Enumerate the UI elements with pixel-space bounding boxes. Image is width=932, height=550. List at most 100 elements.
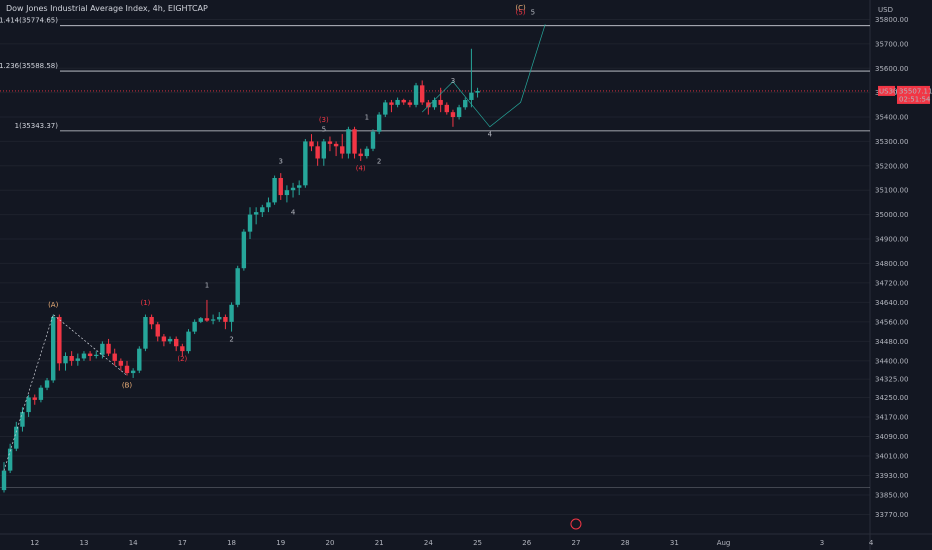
candle-body: [297, 185, 302, 188]
candle-body: [26, 397, 31, 413]
candle-body: [94, 354, 99, 356]
wave-label: (A): [48, 301, 59, 309]
candle-body: [364, 148, 370, 157]
y-tick-label: 34640.00: [875, 299, 908, 307]
candle-body: [383, 102, 388, 115]
y-tick-label: 34560.00: [875, 318, 908, 326]
y-tick-label: 35100.00: [875, 187, 908, 195]
candle-body: [469, 92, 474, 100]
candle-body: [321, 141, 326, 159]
x-tick-label: 31: [670, 539, 679, 547]
candle-body: [192, 321, 197, 332]
candle-body: [346, 129, 351, 154]
candle-body: [198, 318, 203, 322]
candle-body: [235, 268, 240, 305]
candle-body: [370, 131, 376, 149]
y-tick-label: 34900.00: [875, 235, 908, 243]
y-tick-label: 34400.00: [875, 357, 908, 365]
x-tick-label: 28: [621, 539, 630, 547]
candle-body: [87, 353, 93, 356]
wave-label: (4): [356, 165, 366, 173]
wave-label: 5: [531, 9, 535, 17]
wave-label: 1: [205, 282, 209, 290]
candle-body: [69, 356, 74, 361]
candle-body: [14, 426, 19, 449]
candle-body: [149, 316, 154, 325]
x-tick-label: 3: [820, 539, 824, 547]
candle-body: [51, 316, 56, 381]
candle-body: [106, 343, 111, 354]
x-tick-label: 17: [178, 539, 187, 547]
y-tick-label: 34250.00: [875, 394, 908, 402]
x-tick-label: 13: [79, 539, 88, 547]
candle-body: [167, 338, 173, 342]
candle-body: [444, 104, 449, 113]
candle-body: [1, 470, 7, 491]
last-price-text: 35507.11: [899, 87, 932, 95]
candle-body: [210, 319, 216, 321]
candle-body: [420, 85, 425, 103]
candle-body: [75, 358, 80, 361]
fib-level-label: 1.414(35774.65): [0, 17, 58, 25]
y-tick-label: 33770.00: [875, 511, 908, 519]
wave-label: 2: [229, 335, 233, 343]
candle-body: [315, 146, 320, 159]
symbol-badge: [878, 85, 895, 96]
candle-body: [57, 316, 62, 364]
candle-body: [174, 338, 179, 347]
y-tick-label: 34170.00: [875, 413, 908, 421]
wave-label: 4: [291, 209, 296, 217]
candle-body: [333, 143, 339, 147]
candle-body: [155, 324, 160, 337]
candle-body: [395, 99, 400, 105]
y-tick-label: 35400.00: [875, 114, 908, 122]
x-tick-label: 25: [473, 539, 482, 547]
x-tick-label: 18: [227, 539, 236, 547]
candle-body: [130, 370, 136, 374]
candle-body: [118, 360, 124, 366]
candle-body: [463, 99, 468, 108]
wave-label: 5: [322, 126, 326, 134]
candle-body: [358, 153, 363, 157]
candle-body: [401, 99, 406, 103]
candle-body: [44, 380, 50, 388]
y-tick-label: 35600.00: [875, 65, 908, 73]
candle-body: [7, 448, 13, 471]
candle-body: [241, 231, 247, 269]
candle-body: [456, 107, 462, 118]
candle-body: [229, 304, 234, 322]
countdown-text: 02:51:54: [899, 95, 931, 103]
y-tick-label: 33930.00: [875, 472, 908, 480]
x-tick-label: 24: [424, 539, 433, 547]
y-tick-label: 35700.00: [875, 40, 908, 48]
y-tick-label: 35300.00: [875, 138, 908, 146]
wave-label: 3: [451, 77, 455, 85]
wave-label: 3: [279, 157, 283, 165]
currency-label: USD: [878, 6, 893, 14]
candle-body: [284, 190, 290, 196]
candle-body: [217, 316, 222, 320]
x-tick-label: 27: [571, 539, 580, 547]
wave-ab-line: [3, 313, 128, 471]
y-tick-label: 34325.00: [875, 376, 908, 384]
candle-body: [413, 85, 419, 105]
wave-subline: [421, 24, 546, 128]
y-tick-label: 34720.00: [875, 279, 908, 287]
candle-body: [81, 353, 87, 359]
symbol-text: US30: [879, 87, 897, 95]
candle-body: [426, 102, 431, 108]
candle-body: [100, 343, 105, 355]
y-tick-label: 34800.00: [875, 260, 908, 268]
wave-label: (C): [515, 4, 526, 12]
candle-body: [204, 318, 210, 321]
candle-body: [161, 336, 167, 342]
y-tick-label: 34480.00: [875, 338, 908, 346]
x-tick-label: 19: [276, 539, 285, 547]
candle-body: [272, 178, 277, 203]
candle-body: [290, 187, 296, 191]
x-tick-label: 26: [522, 539, 531, 547]
candle-body: [327, 141, 333, 144]
candle-body: [407, 102, 413, 105]
